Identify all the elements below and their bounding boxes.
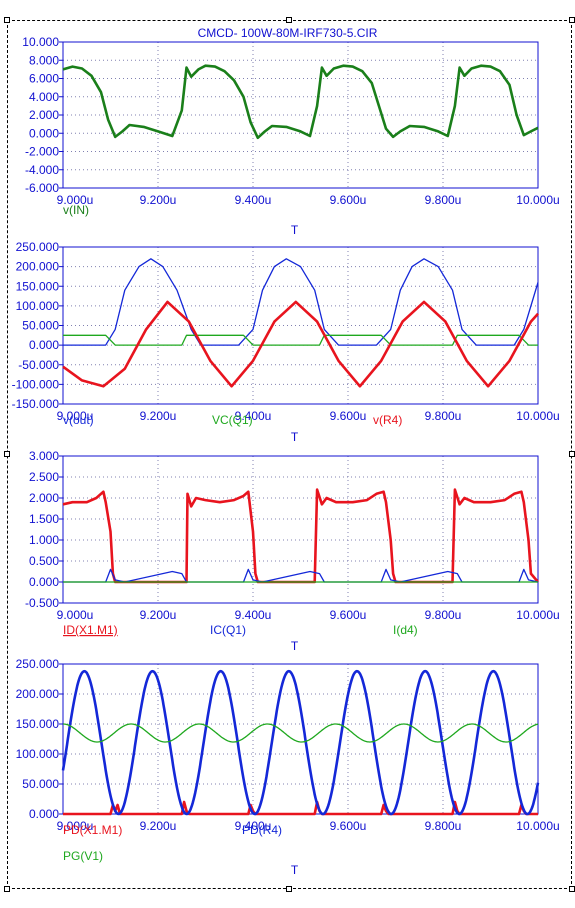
y-tick-label: 8.000 <box>29 53 59 67</box>
y-tick-label: 200.000 <box>16 260 60 274</box>
legend-label: PD(R4) <box>242 823 282 837</box>
resize-handle-bm[interactable] <box>286 886 292 892</box>
plot-border <box>62 455 539 604</box>
legend-label: v(IN) <box>63 203 89 217</box>
series-pd-r4- <box>61 669 540 816</box>
legend-label: I(d4) <box>393 623 418 637</box>
y-tick-label: -6.000 <box>25 181 59 195</box>
legend-label: VC(Q1) <box>212 413 253 427</box>
x-tick-label: 9.000u <box>57 819 94 833</box>
x-tick-label: 9.800u <box>425 409 462 423</box>
y-tick-label: 0.000 <box>29 338 59 352</box>
y-tick-label: 1.500 <box>29 512 59 526</box>
y-tick-label: 4.000 <box>29 90 59 104</box>
y-tick-label: 1.000 <box>29 533 59 547</box>
x-tick-label: 9.800u <box>425 193 462 207</box>
plot-border <box>62 41 539 189</box>
y-tick-label: 150.000 <box>16 717 60 731</box>
y-tick-label: 3.000 <box>29 449 59 463</box>
x-tick-label: 10.000u <box>516 409 559 423</box>
series-ic-q1- <box>63 568 539 583</box>
y-tick-label: 50.000 <box>22 319 59 333</box>
x-tick-label: 9.200u <box>140 819 177 833</box>
x-tick-label: 9.400u <box>235 409 272 423</box>
y-tick-label: -0.500 <box>25 596 59 610</box>
legend-label: ID(X1.M1) <box>63 623 118 637</box>
y-tick-label: 250.000 <box>16 240 60 254</box>
x-tick-label: 9.400u <box>235 819 272 833</box>
x-tick-label: 10.000u <box>516 193 559 207</box>
x-tick-label: 9.600u <box>330 193 367 207</box>
y-tick-label: 100.000 <box>16 747 60 761</box>
series-vc-q1- <box>63 334 538 346</box>
legend-label: v(R4) <box>373 413 402 427</box>
x-tick-label: 10.000u <box>516 819 559 833</box>
resize-handle-bl[interactable] <box>4 886 10 892</box>
y-tick-label: 250.000 <box>16 657 60 671</box>
resize-handle-tl[interactable] <box>4 17 10 23</box>
x-tick-label: 10.000u <box>516 608 559 622</box>
y-tick-label: 0.000 <box>29 807 59 821</box>
resize-handle-ml[interactable] <box>4 451 10 457</box>
x-tick-label: 9.400u <box>235 608 272 622</box>
y-tick-label: -50.000 <box>18 358 59 372</box>
y-tick-label: 2.000 <box>29 491 59 505</box>
legend-label: v(out) <box>63 413 94 427</box>
x-tick-label: 9.000u <box>57 608 94 622</box>
y-tick-label: 0.000 <box>29 575 59 589</box>
y-tick-label: 0.000 <box>29 126 59 140</box>
y-tick-label: -4.000 <box>25 163 59 177</box>
y-tick-label: 200.000 <box>16 687 60 701</box>
x-tick-label: 9.000u <box>57 193 94 207</box>
legend-label: PG(V1) <box>63 849 103 863</box>
plot-border <box>62 246 539 405</box>
x-axis-label: T <box>291 223 299 237</box>
y-tick-label: 0.500 <box>29 554 59 568</box>
series-v-in- <box>62 64 539 140</box>
x-axis-label: T <box>291 639 299 653</box>
x-tick-label: 9.200u <box>140 608 177 622</box>
x-tick-label: 9.000u <box>57 409 94 423</box>
y-tick-label: 2.500 <box>29 470 59 484</box>
resize-handle-tm[interactable] <box>286 17 292 23</box>
series-id-x1-m1- <box>62 488 539 584</box>
x-tick-label: 9.200u <box>140 409 177 423</box>
series-pd-x1-m1- <box>63 800 538 816</box>
series-v-r4- <box>62 300 539 388</box>
plot-2: 9.000u 9.200u 9.400u 9.600u 9.800u 10.000u 250… <box>12 240 560 444</box>
legend-label: PD(X1.M1) <box>63 823 122 837</box>
plot-4: 9.000u 9.200u 9.400u 9.600u 9.800u 10.000u 250… <box>16 657 560 877</box>
y-tick-label: 2.000 <box>29 108 59 122</box>
x-tick-label: 9.200u <box>140 193 177 207</box>
x-tick-label: 9.800u <box>425 819 462 833</box>
y-tick-label: 100.000 <box>16 299 60 313</box>
x-tick-label: 9.400u <box>235 193 272 207</box>
x-tick-label: 9.800u <box>425 608 462 622</box>
x-tick-label: 9.600u <box>330 819 367 833</box>
chart-title: CMCD- 100W-80M-IRF730-5.CIR <box>197 26 378 40</box>
plot-1: 9.000u 9.200u 9.400u 9.600u 9.800u 10.000u 10.… <box>22 35 559 237</box>
x-tick-label: 9.600u <box>330 608 367 622</box>
y-tick-label: 6.000 <box>29 72 59 86</box>
x-axis-label: T <box>291 430 299 444</box>
x-axis-label: T <box>291 863 299 877</box>
series-pg-v1- <box>63 723 539 743</box>
y-tick-label: 50.000 <box>22 777 59 791</box>
y-tick-label: 10.000 <box>22 35 59 49</box>
y-tick-label: 150.000 <box>16 279 60 293</box>
y-tick-label: -150.000 <box>12 397 60 411</box>
x-tick-label: 9.600u <box>330 409 367 423</box>
y-tick-label: -100.000 <box>12 377 60 391</box>
legend-label: IC(Q1) <box>210 623 246 637</box>
plot-border <box>62 663 539 815</box>
y-tick-label: -2.000 <box>25 145 59 159</box>
series-v-out- <box>63 258 539 346</box>
plot-3: 9.000u 9.200u 9.400u 9.600u 9.800u 10.000u 3.0… <box>25 449 560 653</box>
